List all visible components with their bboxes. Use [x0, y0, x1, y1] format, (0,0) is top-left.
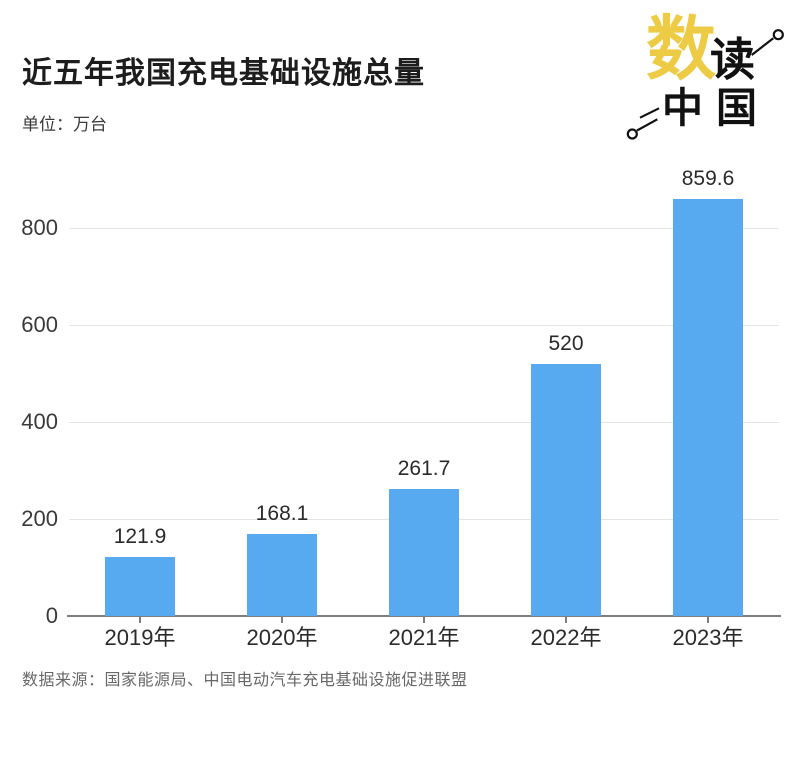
bar-value-2020年: 168.1: [255, 502, 309, 525]
x-axis-label-2021年: 2021年: [388, 625, 460, 650]
x-axis-label-2023年: 2023年: [672, 625, 744, 650]
bar-2023年: [673, 199, 743, 616]
y-axis-label-800: 800: [21, 215, 58, 240]
bar-value-2022年: 520: [548, 332, 584, 355]
bar-2020年: [247, 534, 317, 616]
bar-2021年: [389, 489, 459, 616]
x-axis-label-2020年: 2020年: [246, 625, 318, 650]
y-axis-label-0: 0: [45, 603, 58, 628]
bar-2019年: [105, 557, 175, 616]
x-axis-label-2022年: 2022年: [530, 625, 602, 650]
gridline-600: [69, 324, 779, 326]
logo-char-shu: 数: [646, 12, 716, 89]
bar-value-2023年: 859.6: [681, 167, 735, 190]
x-tick-2022年: [565, 617, 567, 623]
bar-value-2021年: 261.7: [397, 457, 451, 480]
gridline-400: [69, 421, 779, 423]
gridline-800: [69, 227, 779, 229]
data-source-note: 数据来源：国家能源局、中国电动汽车充电基础设施促进联盟: [22, 672, 468, 689]
x-tick-2021年: [423, 617, 425, 623]
unit-label: 单位：万台: [22, 115, 107, 134]
bar-2022年: [531, 364, 601, 616]
logo-chars-zhongguo: 中国: [662, 85, 770, 131]
logo-char-du: 读: [710, 35, 756, 85]
x-tick-2023年: [707, 617, 709, 623]
x-tick-2019年: [139, 617, 141, 623]
shudu-zhongguo-logo: 数 读 中国: [610, 12, 795, 152]
bar-value-2019年: 121.9: [113, 525, 167, 548]
y-axis-label-600: 600: [21, 312, 58, 337]
logo-pin-icons: [626, 29, 784, 140]
x-tick-2020年: [281, 617, 283, 623]
x-axis-line: [67, 615, 781, 617]
page-title: 近五年我国充电基础设施总量: [22, 57, 425, 90]
y-axis-label-200: 200: [21, 506, 58, 531]
y-axis-label-400: 400: [21, 409, 58, 434]
x-axis-label-2019年: 2019年: [104, 625, 176, 650]
